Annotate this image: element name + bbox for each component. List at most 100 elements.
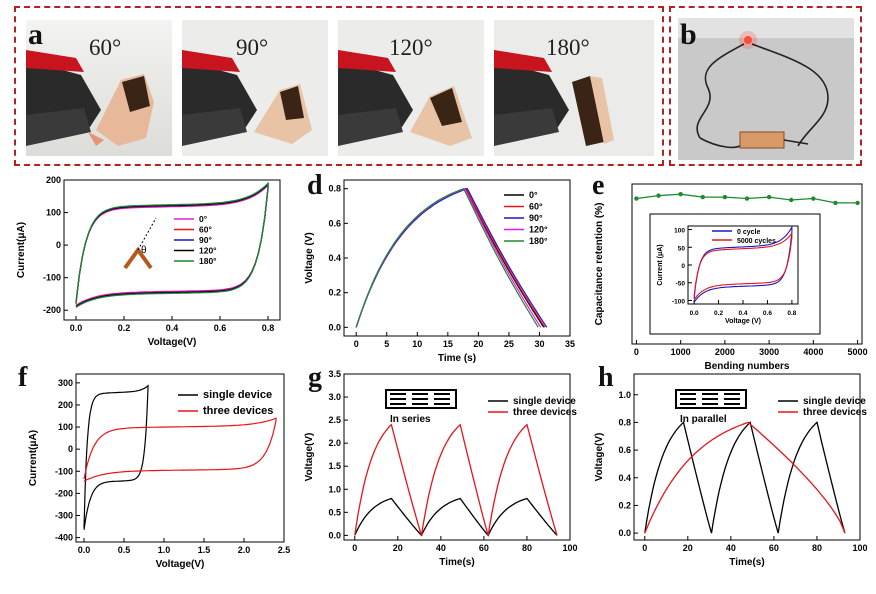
retention-point xyxy=(634,196,639,201)
retention-point xyxy=(744,196,750,201)
y-tick-label: 0 xyxy=(68,444,73,454)
x-axis-label: Time(s) xyxy=(439,557,474,568)
y-tick-label: -100 xyxy=(55,466,73,476)
photo-led-circuit xyxy=(678,18,854,160)
x-tick-label: 2.5 xyxy=(278,545,291,555)
x-tick-label: 40 xyxy=(436,543,446,553)
y-tick-label: 100 xyxy=(46,208,61,218)
gcd-series-0 xyxy=(644,421,846,534)
led-photo-frame xyxy=(669,6,862,166)
electrode-finger xyxy=(702,393,718,405)
legend-entry: single device xyxy=(513,396,576,407)
electrode-finger xyxy=(680,393,696,405)
chart-gcd-series: 0 20 40 60 80 100 0.0 0.5 1.0 1.5 2.0 2.5 3.0 3.5 Time… xyxy=(304,369,578,568)
bending-inset-icon xyxy=(123,246,153,270)
angle-label-60: 60° xyxy=(89,35,122,60)
plot-frame xyxy=(343,373,571,541)
legend-entry: 120° xyxy=(529,225,548,235)
y-axis-label: Voltage (V) xyxy=(304,232,315,283)
gcd-series-0 xyxy=(354,497,558,537)
panel-label-g: g xyxy=(308,362,322,393)
y-tick-label: 2.5 xyxy=(328,415,341,425)
electrode-outline xyxy=(385,389,457,409)
retention-point xyxy=(700,194,705,200)
x-tick-label: 80 xyxy=(812,543,822,553)
legend-entry: 60° xyxy=(199,225,212,235)
chart-gcd-bending: 0 5 10 15 20 25 30 35 0.0 0.2 0.4 0.6 0.8 Time (s) Vol… xyxy=(304,179,575,364)
x-tick-label: 60 xyxy=(479,543,489,553)
y-tick-label: 0 xyxy=(56,240,61,250)
legend-entry: 120° xyxy=(199,246,217,256)
y-tick-label: -100 xyxy=(672,298,685,305)
legend-entry: single device xyxy=(203,389,272,401)
gcd-series-2 xyxy=(355,187,548,328)
legend-entry: three devices xyxy=(803,407,867,418)
x-tick-label: 2.0 xyxy=(238,545,251,555)
x-tick-label: 1000 xyxy=(671,347,691,357)
photo-bend-60 xyxy=(26,20,172,156)
x-tick-label: 0.5 xyxy=(118,545,131,555)
y-tick-label: -400 xyxy=(55,533,73,543)
y-tick-label: 0.5 xyxy=(328,507,341,517)
y-axis-label: Current(μA) xyxy=(28,430,39,486)
x-tick-label: 60 xyxy=(769,543,779,553)
x-tick-label: 1.5 xyxy=(198,545,211,555)
retention-point xyxy=(855,200,860,206)
x-tick-label: 4000 xyxy=(803,347,823,357)
y-tick-label: 0.2 xyxy=(328,288,341,298)
photo-60-image xyxy=(26,20,172,156)
y-tick-label: 0.2 xyxy=(618,500,631,510)
y-tick-label: 200 xyxy=(58,400,73,410)
y-tick-label: 200 xyxy=(46,175,61,185)
y-tick-label: 3.0 xyxy=(328,392,341,402)
cv-series-0 xyxy=(83,384,149,530)
x-tick-label: 20 xyxy=(683,543,693,553)
x-tick-label: 0 xyxy=(634,347,639,357)
theta-label: θ xyxy=(141,245,147,256)
gcd-series-1 xyxy=(644,421,846,534)
electrode-finger xyxy=(390,393,406,405)
x-tick-label: 2000 xyxy=(715,347,735,357)
photo-bend-180 xyxy=(494,20,654,156)
gcd-series-4 xyxy=(355,187,539,328)
x-axis-label: Voltage(V) xyxy=(148,337,197,348)
x-tick-label: 0.6 xyxy=(214,323,227,333)
retention-point xyxy=(722,194,728,200)
x-tick-label: 0.4 xyxy=(738,310,747,317)
retention-point xyxy=(833,200,838,206)
x-tick-label: 0.2 xyxy=(118,323,131,333)
y-tick-label: 100 xyxy=(58,422,73,432)
plot-frame xyxy=(631,183,863,345)
y-tick-label: 3.5 xyxy=(328,369,341,379)
y-tick-label: 0.8 xyxy=(328,184,341,194)
bending-photos-frame xyxy=(14,6,664,166)
panel-label-f: f xyxy=(18,362,28,393)
plot-frame xyxy=(633,373,861,541)
y-tick-label: 0.0 xyxy=(328,530,341,540)
retention-point xyxy=(678,191,683,197)
y-tick-label: 0.4 xyxy=(328,253,341,263)
x-tick-label: 0.0 xyxy=(78,545,91,555)
cv-series-1 xyxy=(83,417,277,482)
y-tick-label: -50 xyxy=(676,281,686,288)
x-tick-label: 0.4 xyxy=(166,323,179,333)
x-axis-label: Voltage (V) xyxy=(725,318,761,325)
legend-entry: three devices xyxy=(203,405,273,417)
interdigitated-electrode-icon xyxy=(385,389,457,409)
x-tick-label: 5 xyxy=(384,339,389,349)
x-tick-label: 10 xyxy=(412,339,422,349)
chart-cv-bending: 0.0 0.2 0.4 0.6 0.8 -200 -100 0 100 200 Voltage(V)… xyxy=(16,175,281,348)
x-tick-label: 30 xyxy=(534,339,544,349)
legend-entry: 180° xyxy=(199,256,217,266)
y-tick-label: 0 xyxy=(681,263,685,270)
y-axis-label: Voltage(V) xyxy=(594,433,605,482)
x-tick-label: 20 xyxy=(393,543,403,553)
x-tick-label: 15 xyxy=(443,339,453,349)
x-tick-label: 0.0 xyxy=(70,323,83,333)
x-tick-label: 100 xyxy=(852,543,867,553)
x-tick-label: 0.0 xyxy=(690,310,699,317)
legend-entry: 180° xyxy=(529,236,548,246)
chart-gcd-parallel: 0 20 40 60 80 100 0.0 0.2 0.4 0.6 0.8 1.0 Time(s) Vol… xyxy=(594,373,868,568)
y-tick-label: 0.0 xyxy=(328,322,341,332)
